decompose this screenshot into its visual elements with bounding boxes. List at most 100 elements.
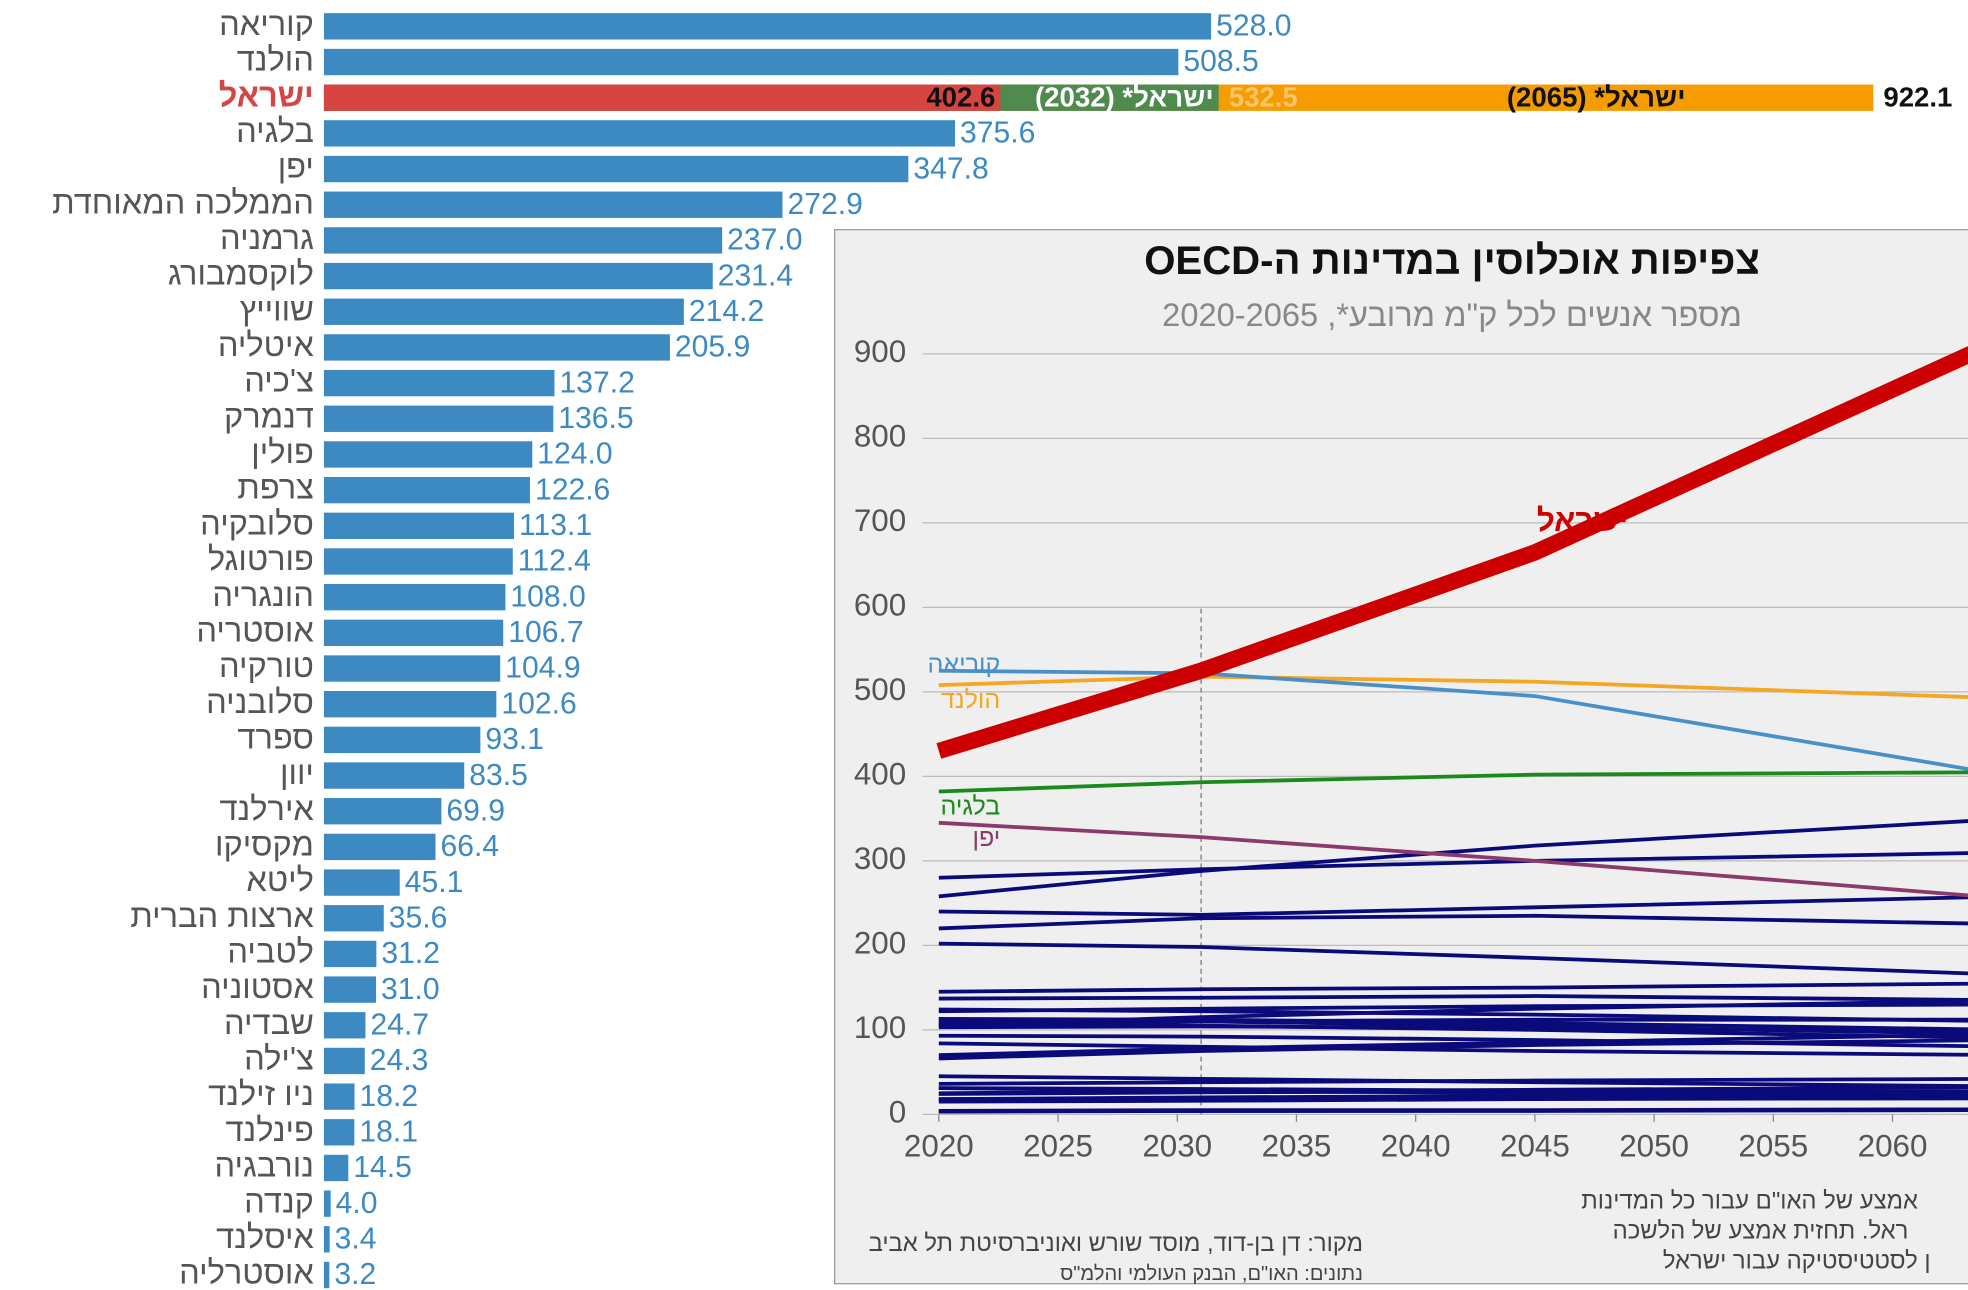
y-tick-label: 600	[854, 588, 906, 623]
category-label: פורטוגל	[208, 540, 314, 577]
value-label: 102.6	[501, 687, 576, 720]
category-label: אוסטריה	[196, 611, 314, 648]
category-label: שווייץ	[240, 290, 314, 327]
x-tick-label: 2035	[1262, 1128, 1332, 1163]
series-line	[938, 1086, 1968, 1098]
category-label: ישראל	[219, 76, 314, 113]
bar	[323, 655, 501, 682]
value-label: 35.6	[389, 901, 448, 934]
series-label: ישראל	[1537, 503, 1628, 538]
bar	[323, 1047, 365, 1075]
bar	[323, 1012, 366, 1039]
category-label: אסטוניה	[201, 968, 314, 1005]
category-label: דנמרק	[224, 397, 314, 434]
y-tick-label: 900	[854, 334, 906, 369]
bar	[323, 762, 465, 789]
value-label: 272.9	[788, 188, 863, 221]
y-tick-label: 0	[889, 1095, 906, 1130]
category-label: שבדיה	[224, 1004, 314, 1041]
category-label: אירלנד	[219, 790, 314, 827]
bar	[323, 13, 1212, 40]
bar	[323, 191, 783, 218]
bar	[323, 1119, 355, 1146]
series-line	[938, 994, 1968, 1002]
y-tick-label: 300	[854, 841, 906, 876]
x-tick-label: 2050	[1619, 1128, 1689, 1163]
series-line	[938, 1021, 1968, 1040]
series-label: יפן	[972, 824, 1000, 852]
series-label: הולנד	[941, 686, 1000, 714]
value-label: 83.5	[469, 759, 528, 792]
category-label: נורבגיה	[215, 1147, 314, 1184]
series-line	[938, 820, 1968, 898]
bar	[323, 905, 384, 932]
bar	[323, 227, 723, 254]
x-tick-label: 2055	[1738, 1128, 1808, 1163]
series-line	[938, 851, 1968, 880]
series-label: בלגיה	[941, 792, 1001, 820]
value-label: 31.2	[381, 937, 440, 970]
bar	[323, 833, 436, 861]
bar	[323, 405, 554, 432]
value-label: 113.1	[519, 509, 592, 542]
category-label: צרפת	[237, 469, 314, 506]
series-line	[938, 1033, 1968, 1048]
x-tick-label: 2020	[904, 1128, 974, 1163]
bar	[323, 583, 506, 611]
category-label: גרמניה	[220, 219, 314, 256]
series-line	[938, 895, 1968, 917]
value-label: 24.7	[370, 1008, 429, 1041]
category-label: מקסיקו	[215, 826, 314, 863]
value-label: 347.8	[913, 152, 988, 185]
value-label: 4.0	[336, 1187, 378, 1220]
value-label: 3.4	[335, 1223, 377, 1256]
source-note: נתונים: האו"ם, הבנק העולמי והלמ"ס	[1060, 1263, 1363, 1285]
inset-subtitle: מספר אנשים לכל ק"מ מרובע*, 2020-2065	[1162, 296, 1742, 333]
series-line	[938, 1016, 1968, 1032]
category-label: ארצות הברית	[130, 897, 314, 934]
footnote: ראל. תחזית אמצע של הלשכה	[1613, 1218, 1909, 1245]
inset-panel	[834, 229, 1968, 1285]
bar	[323, 48, 1179, 76]
projection-label: ישראל* (2065)	[1507, 81, 1686, 112]
source-note: מקור: דן בן-דוד, מוסד שורש ואוניברסיטת ת…	[869, 1230, 1363, 1257]
series-line	[938, 668, 1968, 771]
footnote: אמצע של האו"ם עבור כל המדינות	[1581, 1187, 1918, 1214]
category-label: איטליה	[218, 326, 315, 363]
category-label: צ'כיה	[244, 362, 314, 399]
category-label: יפן	[278, 148, 314, 185]
bar	[323, 298, 684, 325]
value-label: 136.5	[558, 402, 633, 435]
series-label: קוריאה	[927, 650, 1000, 678]
bar	[323, 334, 670, 361]
category-label: הונגריה	[212, 576, 314, 613]
y-tick-label: 700	[854, 503, 906, 538]
category-label: סלובניה	[206, 683, 314, 720]
value-label: 69.9	[446, 794, 505, 827]
category-label: איסלנד	[216, 1218, 314, 1255]
series-line	[938, 770, 1968, 794]
series-line	[936, 346, 1968, 759]
category-label: טורקיה	[219, 647, 314, 684]
bar	[323, 84, 1001, 111]
bar	[323, 1154, 349, 1182]
value-label: 214.2	[689, 295, 764, 328]
bar	[323, 512, 514, 539]
category-label: לוקסמבורג	[168, 255, 314, 292]
series-line	[938, 913, 1968, 931]
value-label: 375.6	[960, 117, 1035, 150]
value-label: 231.4	[718, 259, 793, 292]
series-line	[938, 674, 1968, 699]
category-label: ליטא	[246, 861, 314, 898]
bar	[323, 155, 909, 183]
category-label: קוריאה	[219, 5, 314, 42]
bar	[323, 798, 442, 825]
series-line	[938, 1041, 1968, 1057]
category-label: ניו זילנד	[208, 1075, 314, 1112]
series-line	[938, 1032, 1968, 1058]
footnote: ן לסטטיסטיקה עבור ישראל	[1663, 1248, 1931, 1275]
category-label: בלגיה	[236, 112, 314, 149]
value-label: 3.2	[334, 1258, 376, 1290]
bar	[323, 476, 530, 504]
category-label: לטביה	[227, 933, 314, 970]
